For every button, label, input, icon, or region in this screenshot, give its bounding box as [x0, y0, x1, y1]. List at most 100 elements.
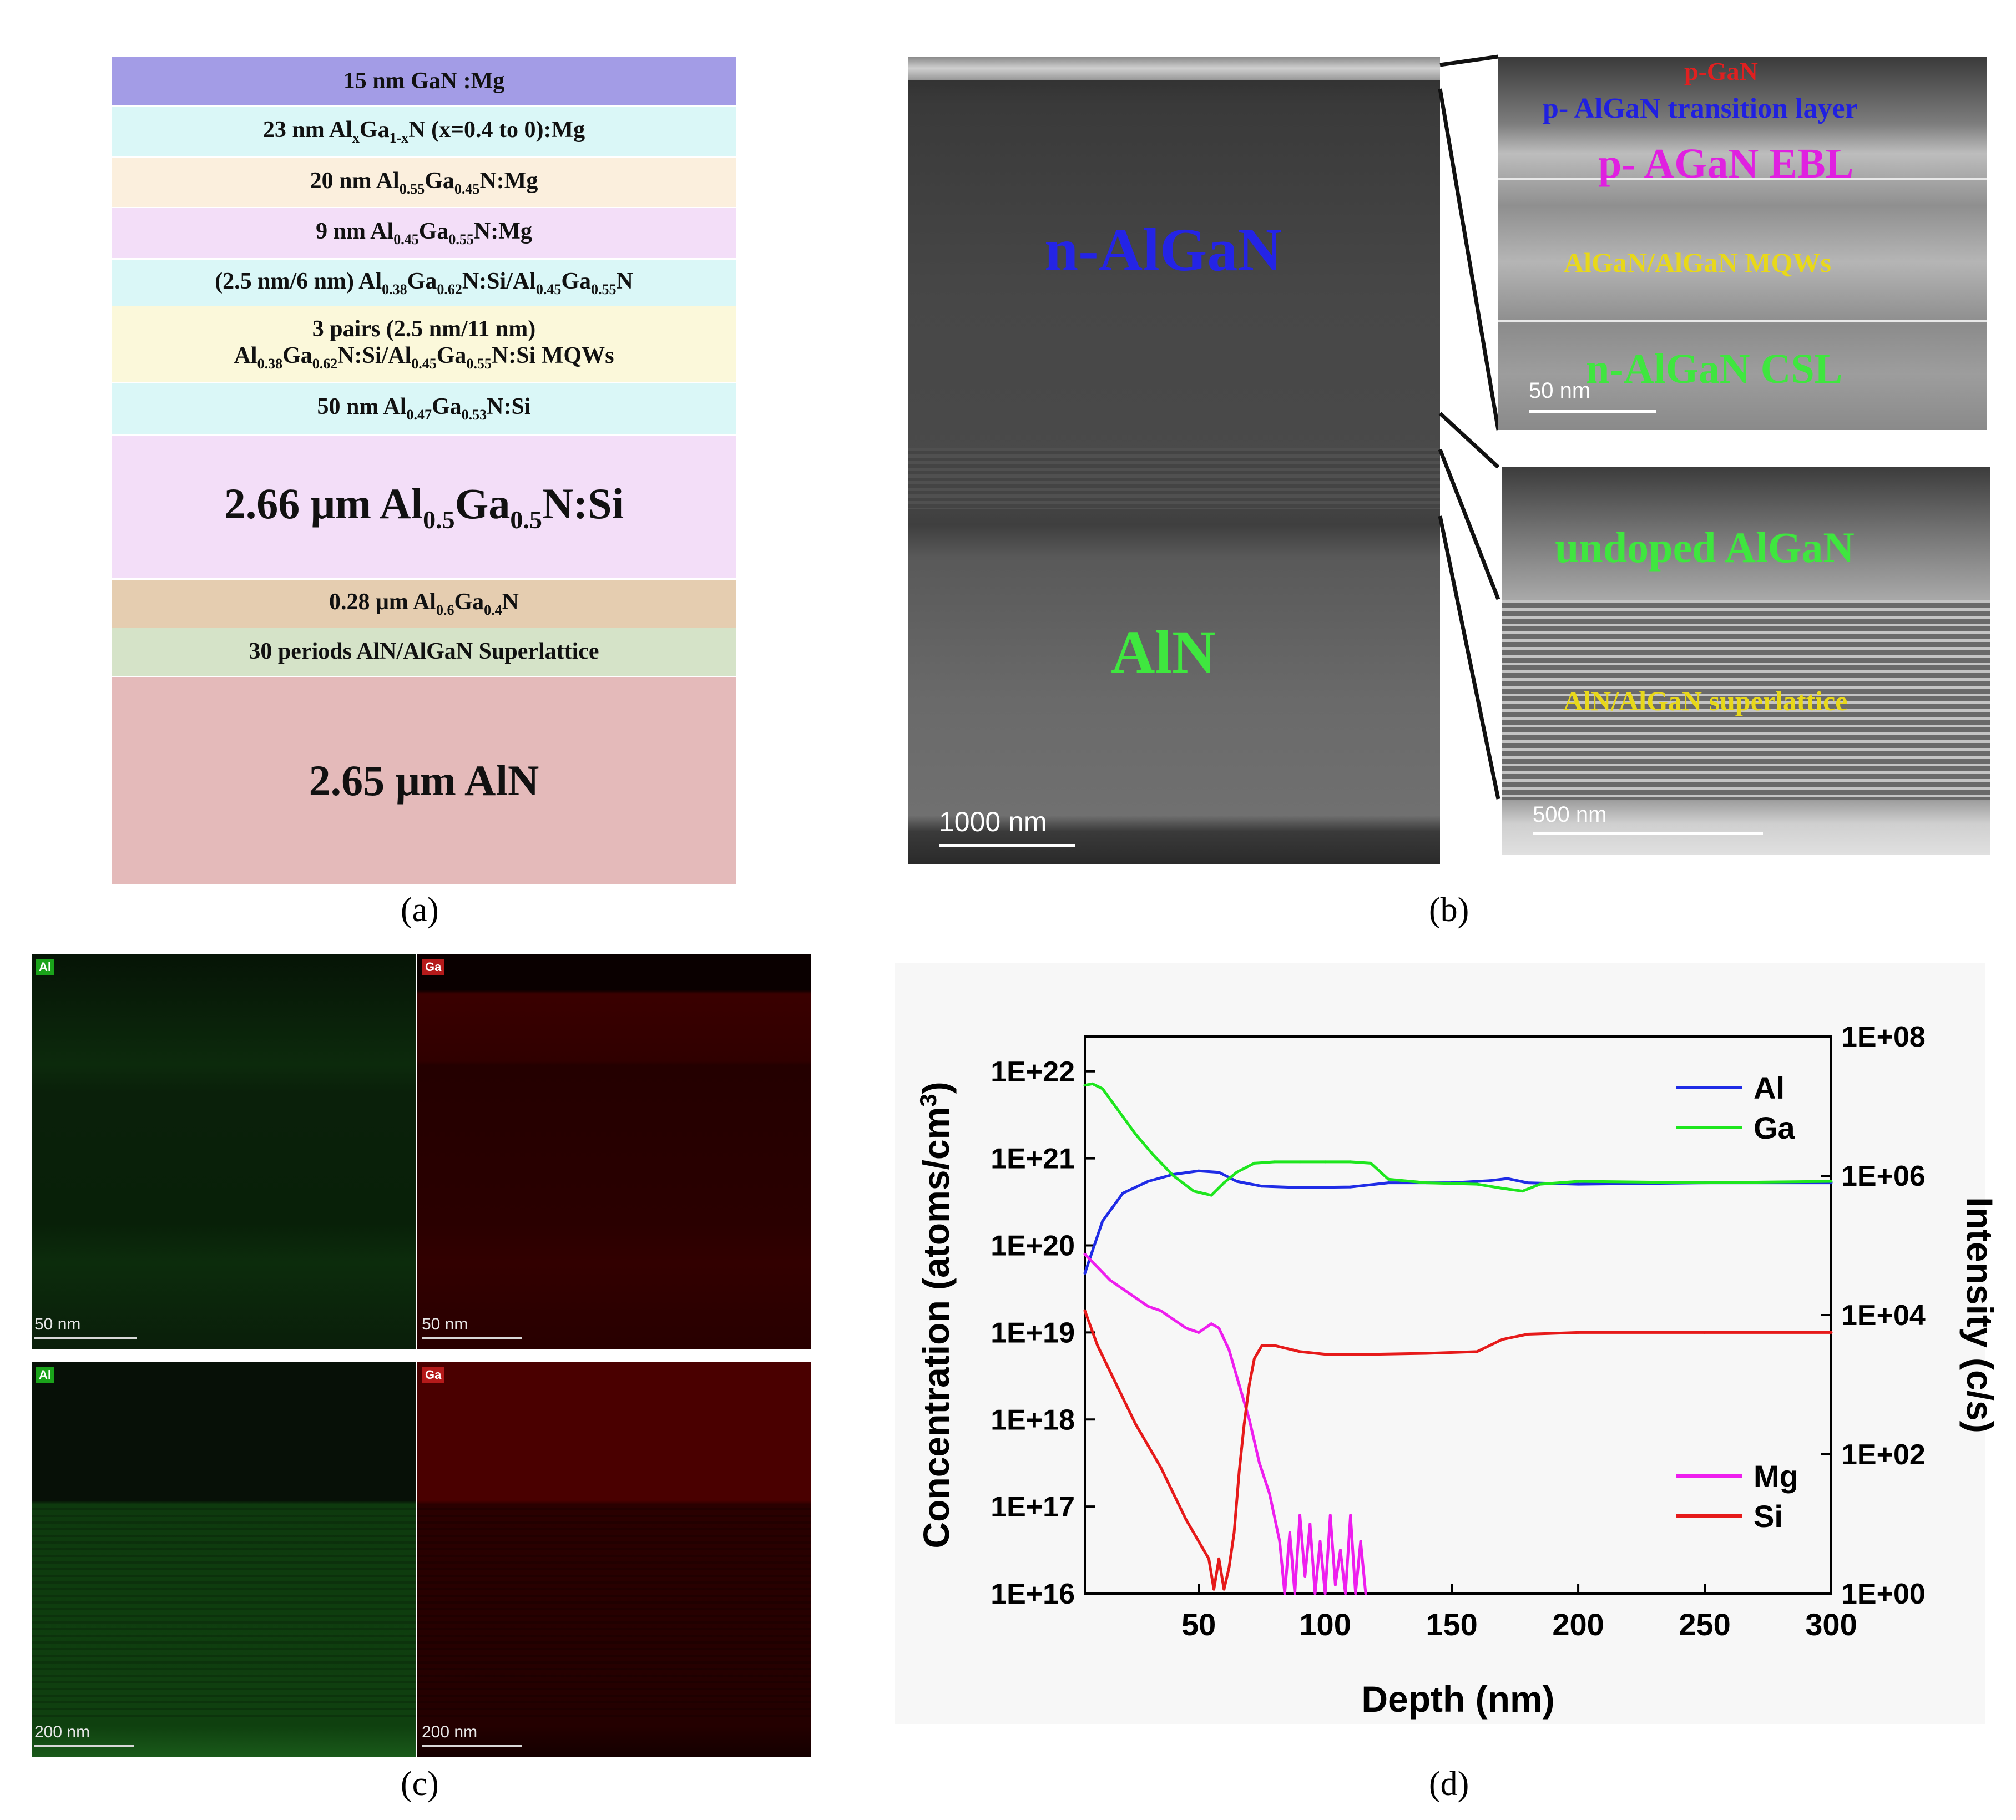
data-point-mg: [1288, 1531, 1291, 1534]
eds-badge-al-bottom: Al: [36, 1367, 54, 1383]
data-point-al: [1387, 1181, 1390, 1185]
x-tick-label: 300: [1805, 1607, 1857, 1642]
layer-10: 30 periods AlN/AlGaN Superlattice: [112, 628, 736, 676]
series-line-al: [1083, 1169, 1831, 1274]
data-point-mg: [1083, 1252, 1087, 1256]
data-point-mg: [1109, 1278, 1112, 1282]
scale-inset-top-bar: [1529, 410, 1656, 413]
data-point-ga: [1252, 1161, 1256, 1165]
y-axis-title-part: ): [916, 1081, 957, 1094]
data-point-si: [1260, 1344, 1264, 1347]
layer-label: 0.28 μm Al0.6Ga0.4N: [329, 589, 519, 619]
label-superlattice: AlN/AlGaN superlattice: [1563, 685, 1848, 716]
layer-subscript: 0.38: [382, 281, 407, 297]
layer-text: Ga: [454, 589, 484, 615]
layer-2: 23 nm AlxGa1-xN (x=0.4 to 0):Mg: [112, 107, 736, 156]
data-point-mg: [1338, 1549, 1342, 1552]
data-point-al: [1101, 1220, 1104, 1223]
y2-axis-title: Intensity (c/s): [1959, 1197, 2000, 1433]
layer-text: Ga: [436, 343, 467, 369]
connector-4: [1438, 448, 1500, 600]
layer-text: Ga: [418, 219, 449, 245]
layer-11: 2.65 μm AlN: [112, 677, 736, 884]
layer-text: 50 nm Al: [317, 394, 407, 420]
data-point-al: [1217, 1171, 1221, 1174]
y2-tick-label: 1E+00: [1841, 1578, 1926, 1610]
data-point-si: [1500, 1338, 1504, 1341]
label-transition-layer: p- AlGaN transition layer: [1543, 93, 1858, 124]
series-line-ga: [1084, 1082, 1832, 1197]
data-point-si: [1197, 1540, 1200, 1543]
layer-text: N:Si: [487, 394, 531, 420]
data-point-al: [1083, 1272, 1087, 1275]
eds-scale-al-top: 50 nm: [34, 1315, 137, 1342]
data-point-si: [1096, 1344, 1099, 1347]
layer-subscript: 0.45: [535, 281, 562, 297]
y-tick-label: 1E+19: [991, 1317, 1075, 1349]
layer-text: 2.65 μm AlN: [309, 756, 539, 805]
data-point-si: [1425, 1352, 1428, 1355]
layer-text: N:Si: [542, 479, 624, 528]
data-point-ga: [1521, 1190, 1524, 1193]
x-tick-label: 150: [1426, 1607, 1477, 1642]
layer-label: 23 nm AlxGa1-xN (x=0.4 to 0):Mg: [263, 117, 585, 146]
data-point-si: [1323, 1353, 1327, 1356]
layer-text: N:Si/Al: [462, 268, 536, 294]
data-point-al: [1488, 1179, 1491, 1182]
layer-text: N:Mg: [473, 219, 532, 245]
layer-8: 2.66 μm Al0.5Ga0.5N:Si: [112, 436, 736, 578]
y2-tick-label: 1E+06: [1841, 1160, 1926, 1192]
eds-scale-ga-bottom-label: 200 nm: [422, 1723, 478, 1741]
layer-3: 20 nm Al0.55Ga0.45N:Mg: [112, 158, 736, 207]
sims-chart-background: [895, 963, 1985, 1724]
data-point-ga: [1222, 1181, 1226, 1185]
data-point-mg: [1217, 1327, 1221, 1330]
layer-text: 15 nm GaN :Mg: [343, 68, 505, 94]
data-point-mg: [1283, 1592, 1286, 1595]
data-point-ga: [1083, 1084, 1087, 1087]
scale-inset-bottom: 500 nm: [1533, 802, 1763, 835]
data-point-mg: [1308, 1523, 1312, 1525]
eds-scale-ga-bottom: 200 nm: [422, 1723, 522, 1750]
layer-text: N: [502, 589, 519, 615]
data-point-mg: [1268, 1492, 1271, 1495]
y2-tick-label: 1E+04: [1841, 1300, 1926, 1332]
tem-main-image: n-AlGaN AlN 1000 nm: [908, 57, 1440, 864]
data-point-al: [1349, 1185, 1352, 1189]
label-mqws: AlGaN/AlGaN MQWs: [1564, 247, 1831, 278]
data-point-si: [1222, 1588, 1226, 1591]
data-point-ga: [1273, 1160, 1276, 1164]
x-tick-label: 250: [1679, 1607, 1730, 1642]
layer-6: 3 pairs (2.5 nm/11 nm) Al0.38Ga0.62N:Si/A…: [112, 306, 736, 382]
data-point-al: [1298, 1186, 1302, 1189]
caption-c: (c): [401, 1765, 439, 1803]
data-point-mg: [1333, 1583, 1337, 1586]
eds-scale-al-top-label: 50 nm: [34, 1315, 81, 1333]
data-point-mg: [1210, 1322, 1213, 1326]
data-point-ga: [1577, 1180, 1580, 1183]
data-point-mg: [1354, 1592, 1357, 1595]
data-point-ga: [1539, 1182, 1542, 1186]
eds-scale-al-bottom-bar: [34, 1745, 134, 1747]
data-point-si: [1184, 1518, 1188, 1521]
layer-subscript: 0.38: [257, 356, 283, 372]
eds-badge-ga-bottom: Ga: [422, 1367, 445, 1383]
x-tick-label: 50: [1181, 1607, 1216, 1642]
data-point-mg: [1237, 1383, 1241, 1386]
data-point-mg: [1184, 1327, 1188, 1330]
caption-d: (d): [1429, 1765, 1469, 1803]
data-point-si: [1476, 1350, 1479, 1353]
layer-9: 0.28 μm Al0.6Ga0.4N: [112, 580, 736, 628]
y2-tick-label: 1E+08: [1841, 1021, 1926, 1053]
layer-text: Al: [234, 343, 257, 369]
layer-text: 23 nm Al: [262, 117, 352, 143]
connector-2: [1438, 88, 1500, 431]
layer-label: 9 nm Al0.45Ga0.55N:Mg: [316, 218, 532, 248]
y-axis-title-part: Concentration (atoms/cm: [916, 1107, 957, 1549]
y-tick-label: 1E+18: [991, 1404, 1075, 1436]
data-point-si: [1374, 1353, 1377, 1356]
data-point-al: [1121, 1191, 1124, 1195]
y-axis-title: Concentration (atoms/cm3): [915, 1081, 957, 1548]
layer-text: N: [616, 268, 633, 294]
layer-text: Ga: [359, 117, 390, 143]
